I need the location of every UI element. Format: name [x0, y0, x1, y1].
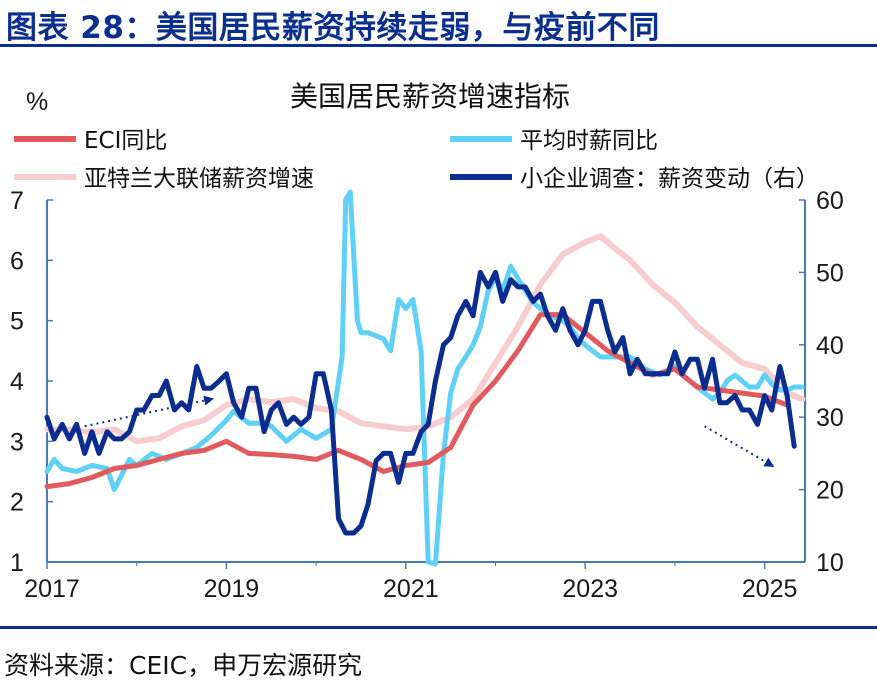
legend-label-nfib: 小企业调查：薪资变动（右） — [520, 166, 819, 192]
trend-arrow-2 — [704, 425, 775, 467]
legend-label-atlanta: 亚特兰大联储薪资增速 — [84, 166, 314, 192]
annotation-layer — [84, 395, 775, 467]
left-tick-label: 6 — [10, 247, 24, 275]
left-axis-unit: % — [26, 88, 48, 116]
header-rule — [0, 44, 877, 47]
left-tick-label: 3 — [10, 428, 24, 456]
series-line-nfib — [44, 269, 797, 536]
x-tick-label: 2019 — [204, 575, 260, 603]
left-tick-label: 7 — [10, 187, 24, 215]
right-tick-label: 60 — [816, 187, 844, 215]
x-tick-label: 2025 — [742, 575, 798, 603]
figure-title: 图表 28：美国居民薪资持续走弱，与疫前不同 — [6, 10, 660, 46]
legend-label-avg_hourly: 平均时薪同比 — [520, 128, 658, 154]
left-tick-label: 5 — [10, 308, 24, 336]
x-tick-label: 2021 — [383, 575, 439, 603]
left-tick-label: 2 — [10, 489, 24, 517]
chart-title: 美国居民薪资增速指标 — [290, 80, 570, 113]
left-tick-label: 4 — [10, 368, 24, 396]
legend-label-eci: ECI同比 — [84, 128, 167, 154]
axes: 1 2 3 4 5 6 7 10 20 30 40 50 60 2017 2019 2021 2023 2025 — [10, 187, 844, 603]
right-tick-label: 20 — [816, 477, 844, 505]
right-tick-label: 50 — [816, 259, 844, 287]
right-tick-label: 10 — [816, 549, 844, 577]
footer-rule — [0, 626, 877, 629]
right-tick-label: 30 — [816, 404, 844, 432]
left-tick-label: 1 — [10, 549, 24, 577]
series-layer — [44, 189, 806, 567]
series-line-atlanta — [44, 233, 806, 445]
x-tick-label: 2017 — [24, 575, 80, 603]
source-note: 资料来源：CEIC，申万宏源研究 — [4, 651, 363, 680]
x-tick-label: 2023 — [562, 575, 618, 603]
right-tick-label: 40 — [816, 332, 844, 360]
